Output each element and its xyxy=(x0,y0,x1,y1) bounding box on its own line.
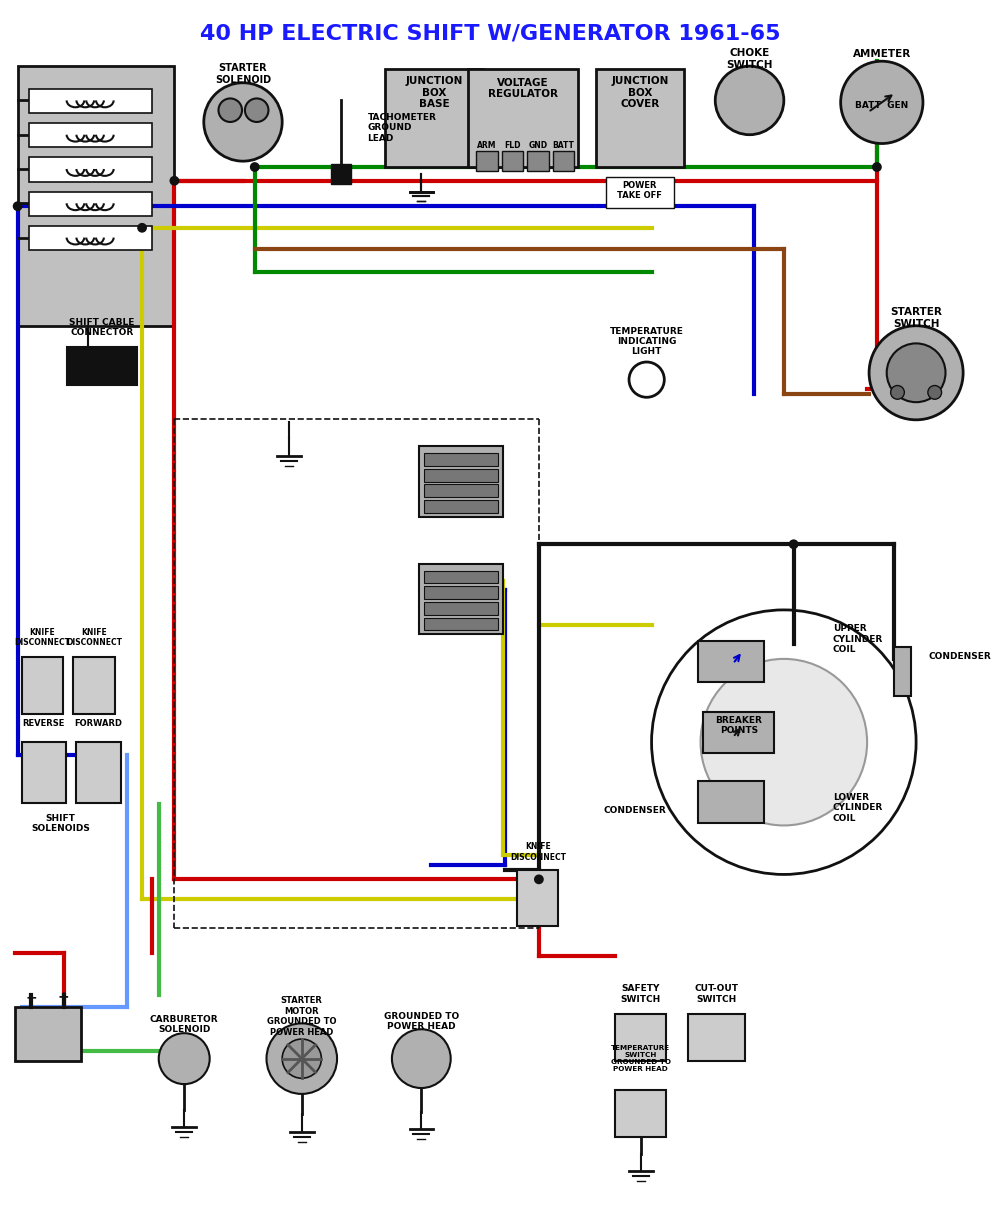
Circle shape xyxy=(701,659,867,825)
Bar xyxy=(688,1014,745,1061)
Circle shape xyxy=(872,162,882,172)
Text: GROUNDED TO
POWER HEAD: GROUNDED TO POWER HEAD xyxy=(384,1012,459,1031)
Circle shape xyxy=(629,362,664,397)
Text: FLD: FLD xyxy=(504,142,521,150)
Text: CUT-OUT
SWITCH: CUT-OUT SWITCH xyxy=(694,984,738,1003)
Circle shape xyxy=(250,162,260,172)
Bar xyxy=(29,123,152,148)
Bar xyxy=(468,69,578,167)
Circle shape xyxy=(841,62,923,144)
Circle shape xyxy=(137,223,147,232)
Bar xyxy=(703,711,774,753)
Text: ARM: ARM xyxy=(477,142,497,150)
Bar xyxy=(29,226,152,250)
Text: CONDENSER: CONDENSER xyxy=(929,652,992,662)
Circle shape xyxy=(887,344,945,402)
Bar xyxy=(385,69,483,167)
Text: +: + xyxy=(58,990,69,1004)
Text: STARTER
MOTOR
GROUNDED TO
POWER HEAD: STARTER MOTOR GROUNDED TO POWER HEAD xyxy=(267,996,337,1037)
Bar xyxy=(67,347,137,385)
Bar xyxy=(615,1090,666,1137)
Text: BATT  GEN: BATT GEN xyxy=(855,100,908,110)
Circle shape xyxy=(170,175,179,185)
Bar xyxy=(502,151,523,171)
Bar xyxy=(424,571,498,583)
Bar xyxy=(424,468,498,482)
Bar xyxy=(29,191,152,217)
Bar xyxy=(424,603,498,615)
Text: KNIFE
DISCONNECT: KNIFE DISCONNECT xyxy=(66,628,122,647)
Circle shape xyxy=(392,1030,451,1088)
Circle shape xyxy=(245,98,268,122)
Bar xyxy=(606,177,674,208)
Circle shape xyxy=(715,67,784,134)
Text: SHIFT
SOLENOIDS: SHIFT SOLENOIDS xyxy=(31,814,90,834)
Text: BATT: BATT xyxy=(552,142,574,150)
Bar xyxy=(29,88,152,114)
Circle shape xyxy=(218,98,242,122)
Text: JUNCTION
BOX
COVER: JUNCTION BOX COVER xyxy=(611,76,668,109)
Bar xyxy=(698,641,764,682)
Circle shape xyxy=(928,386,942,399)
Bar xyxy=(22,657,63,714)
Bar xyxy=(424,587,498,599)
Text: JUNCTION
BOX
BASE: JUNCTION BOX BASE xyxy=(405,76,463,109)
Circle shape xyxy=(789,540,799,549)
Circle shape xyxy=(204,82,282,161)
Bar xyxy=(424,618,498,630)
Bar xyxy=(331,165,351,184)
Bar xyxy=(424,500,498,513)
Bar xyxy=(22,742,66,803)
Bar xyxy=(73,657,115,714)
Bar xyxy=(894,647,911,696)
Text: STARTER
SWITCH: STARTER SWITCH xyxy=(890,307,942,329)
Text: POWER
TAKE OFF: POWER TAKE OFF xyxy=(617,180,662,200)
Bar xyxy=(18,67,174,325)
Text: GND: GND xyxy=(528,142,547,150)
Text: SAFETY
SWITCH: SAFETY SWITCH xyxy=(621,984,661,1003)
Text: AMMETER: AMMETER xyxy=(853,50,911,59)
Circle shape xyxy=(159,1033,210,1084)
Bar xyxy=(476,151,498,171)
Text: TEMPERATURE
SWITCH
GROUNDED TO
POWER HEAD: TEMPERATURE SWITCH GROUNDED TO POWER HEA… xyxy=(611,1045,671,1072)
Text: CHOKE
SWITCH: CHOKE SWITCH xyxy=(726,48,773,70)
Bar xyxy=(527,151,549,171)
Circle shape xyxy=(652,610,916,875)
Bar xyxy=(15,1007,81,1061)
Bar xyxy=(29,157,152,182)
Bar xyxy=(517,870,558,927)
Text: 40 HP ELECTRIC SHIFT W/GENERATOR 1961-65: 40 HP ELECTRIC SHIFT W/GENERATOR 1961-65 xyxy=(200,24,780,44)
Text: FORWARD: FORWARD xyxy=(74,719,122,728)
Bar xyxy=(424,453,498,466)
Text: CARBURETOR
SOLENOID: CARBURETOR SOLENOID xyxy=(150,1015,219,1035)
Text: KNIFE
DISCONNECT: KNIFE DISCONNECT xyxy=(510,842,566,862)
Bar xyxy=(553,151,574,171)
Text: UPPER
CYLINDER
COIL: UPPER CYLINDER COIL xyxy=(833,624,883,655)
Text: TEMPERATURE
INDICATING
LIGHT: TEMPERATURE INDICATING LIGHT xyxy=(610,327,684,356)
Bar xyxy=(76,742,121,803)
Circle shape xyxy=(891,386,904,399)
Text: REVERSE: REVERSE xyxy=(22,719,64,728)
Bar xyxy=(615,1014,666,1061)
Bar xyxy=(596,69,684,167)
Bar xyxy=(419,564,503,634)
Bar xyxy=(424,484,498,497)
Circle shape xyxy=(869,325,963,420)
Text: STARTER
SOLENOID: STARTER SOLENOID xyxy=(215,63,271,85)
Text: BREAKER
POINTS: BREAKER POINTS xyxy=(715,716,762,736)
Text: −: − xyxy=(26,990,37,1004)
Bar xyxy=(419,446,503,517)
Text: TACHOMETER
GROUND
LEAD: TACHOMETER GROUND LEAD xyxy=(367,113,436,143)
Text: VOLTAGE
REGULATOR: VOLTAGE REGULATOR xyxy=(488,77,558,99)
Circle shape xyxy=(282,1039,321,1078)
Circle shape xyxy=(267,1024,337,1094)
Circle shape xyxy=(13,201,23,211)
Text: KNIFE
DISCONNECT: KNIFE DISCONNECT xyxy=(14,628,70,647)
Bar xyxy=(698,782,764,823)
Text: CONDENSER: CONDENSER xyxy=(604,806,666,816)
Text: LOWER
CYLINDER
COIL: LOWER CYLINDER COIL xyxy=(833,793,883,823)
Text: SHIFT CABLE
CONNECTOR: SHIFT CABLE CONNECTOR xyxy=(69,318,135,338)
Circle shape xyxy=(534,875,544,885)
